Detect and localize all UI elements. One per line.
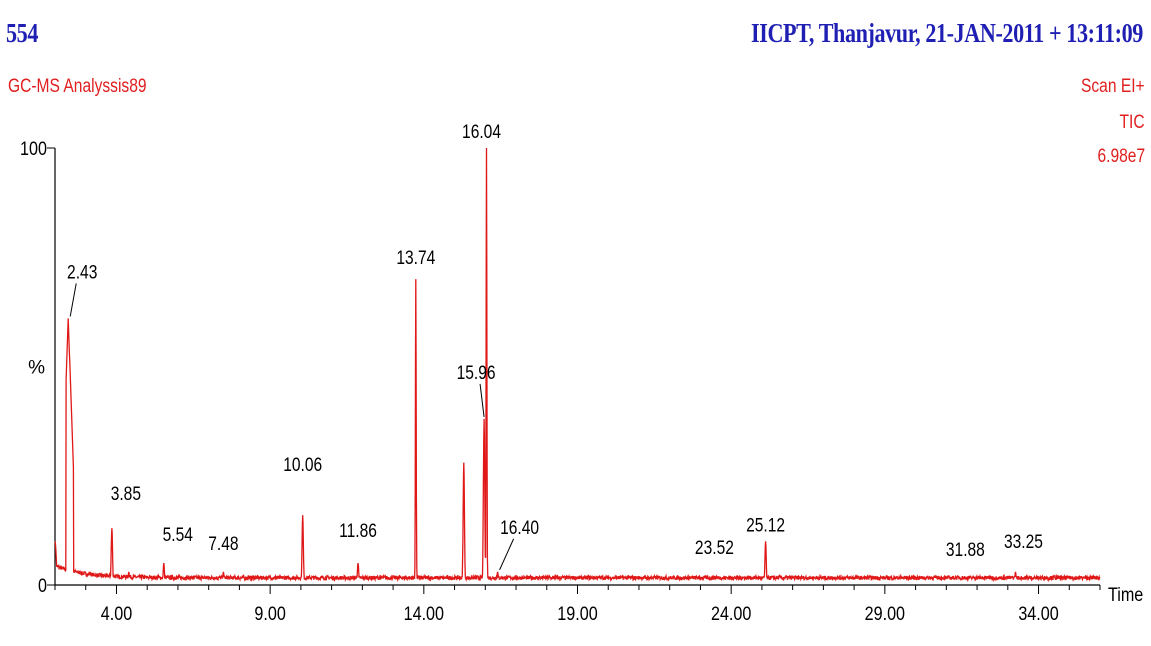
scan-mode: Scan EI+ <box>1081 76 1145 97</box>
peak-label: 31.88 <box>946 539 985 561</box>
sample-id: 554 <box>6 18 38 48</box>
intensity-max: 6.98e7 <box>1097 146 1145 167</box>
x-tick-label: 29.00 <box>865 603 906 625</box>
peak-label: 33.25 <box>1004 530 1043 552</box>
x-axis-label: Time <box>1108 584 1143 606</box>
peak-label: 3.85 <box>111 483 141 505</box>
peak-leader-line <box>479 383 485 418</box>
peak-label: 16.04 <box>462 121 501 143</box>
x-tick-label: 19.00 <box>557 603 598 625</box>
peak-label: 11.86 <box>339 520 377 542</box>
peak-label: 2.43 <box>67 261 97 283</box>
peak-label: 23.52 <box>695 537 734 559</box>
peak-label: 13.74 <box>396 247 435 269</box>
peak-label: 15.96 <box>457 361 496 383</box>
x-tick-label: 4.00 <box>101 603 133 625</box>
x-tick-label: 24.00 <box>711 603 752 625</box>
peak-label: 10.06 <box>283 454 322 476</box>
y-axis-label: % <box>28 358 45 379</box>
x-tick-label: 34.00 <box>1018 603 1059 625</box>
tic-trace-line <box>54 147 1101 583</box>
peak-label: 7.48 <box>208 532 238 554</box>
peak-leader-line <box>499 538 515 571</box>
x-tick-label: 14.00 <box>404 603 445 625</box>
y-tick-label: 0 <box>38 575 47 597</box>
peak-label: 5.54 <box>163 524 194 546</box>
peak-label: 16.40 <box>500 516 539 538</box>
run-name: GC-MS Analyssis89 <box>8 76 147 97</box>
peak-leader-line <box>69 283 77 317</box>
peak-label: 25.12 <box>746 514 785 536</box>
y-tick-label: 100 <box>20 138 47 160</box>
trace-type: TIC <box>1119 112 1145 133</box>
site-timestamp: IICPT, Thanjavur, 21-JAN-2011 + 13:11:09 <box>751 18 1143 48</box>
x-tick-label: 9.00 <box>254 603 286 625</box>
